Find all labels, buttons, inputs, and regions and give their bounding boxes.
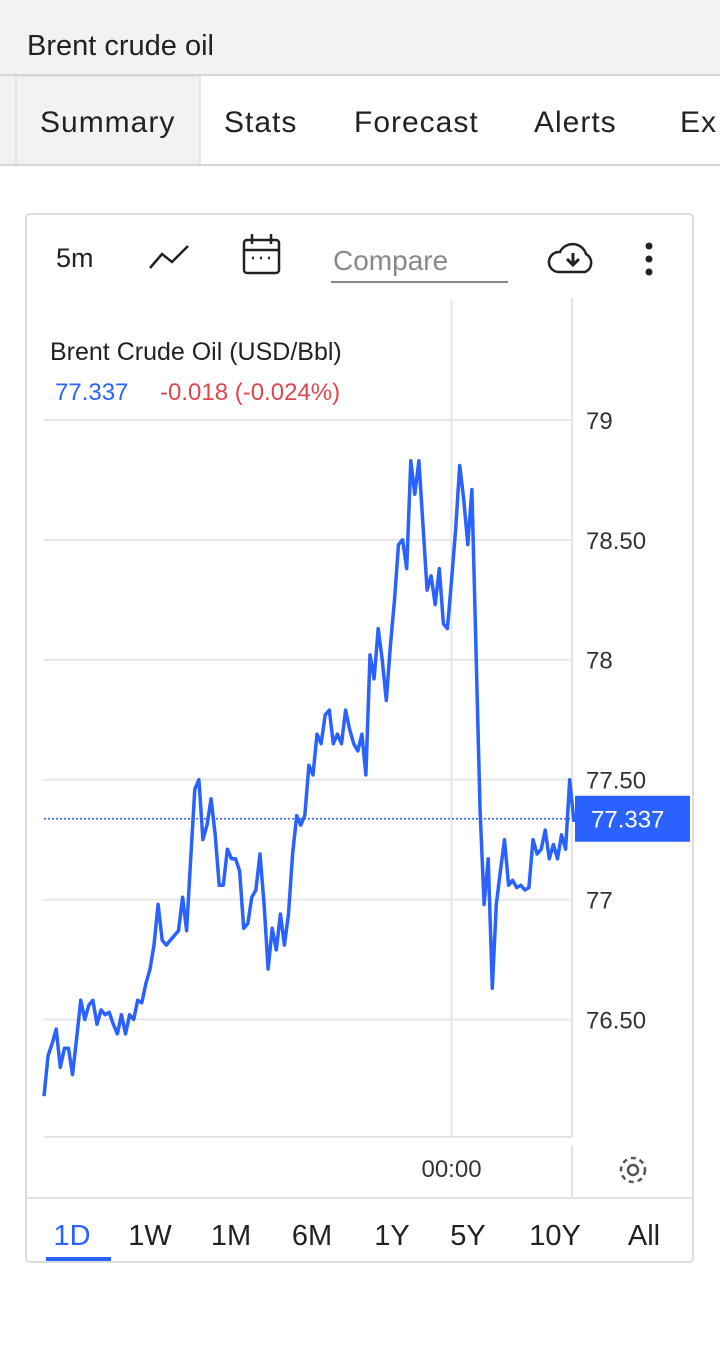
tab[interactable]: Forecast [354,106,479,139]
y-tick-label: 77.50 [586,768,646,795]
tab[interactable]: Alerts [534,106,617,139]
period-selected-underline [46,1257,111,1261]
tab[interactable]: Summary [40,106,175,139]
interval-button[interactable]: 5m [56,243,94,273]
header-bar [0,0,720,75]
period-button[interactable]: 1Y [374,1220,409,1252]
more-icon[interactable] [645,242,653,276]
y-tick-label: 79 [586,408,613,435]
period-button[interactable]: 1W [128,1220,172,1252]
tab[interactable]: Stats [224,106,297,139]
tab-selected-bg [15,75,201,166]
period-button[interactable]: All [628,1220,660,1252]
period-button[interactable]: 1D [53,1220,90,1252]
period-button[interactable]: 5Y [450,1220,485,1252]
period-button[interactable]: 10Y [529,1220,581,1252]
y-tick-label: 78 [586,648,613,675]
download-icon[interactable] [547,242,593,274]
tabs: Summary Stats Forecast Alerts Ex [40,106,717,139]
periods: 1D 1W 1M 6M 1Y 5Y 10Y All [46,1220,660,1261]
last-price-box [575,795,690,842]
compare-input[interactable]: Compare [333,245,448,276]
header-title: Brent crude oil [27,30,214,62]
last-price: 77.337 [55,379,128,406]
tab[interactable]: Ex [680,106,717,139]
calendar-icon[interactable] [242,234,281,275]
period-button[interactable]: 1M [211,1220,251,1252]
price-line [42,458,587,1097]
y-tick-label: 76.50 [586,1007,646,1034]
price-change: -0.018 (-0.024%) [160,379,340,406]
settings-icon[interactable] [619,1156,647,1184]
x-tick-label: 00:00 [421,1156,481,1183]
period-button[interactable]: 6M [292,1220,332,1252]
tab-edge [0,76,16,165]
y-tick-label: 78.50 [586,528,646,555]
last-price-label: 77.337 [591,807,664,834]
chart-type-icon[interactable] [149,245,189,269]
y-tick-label: 77 [586,888,613,915]
chart-title: Brent Crude Oil (USD/Bbl) [50,338,342,366]
